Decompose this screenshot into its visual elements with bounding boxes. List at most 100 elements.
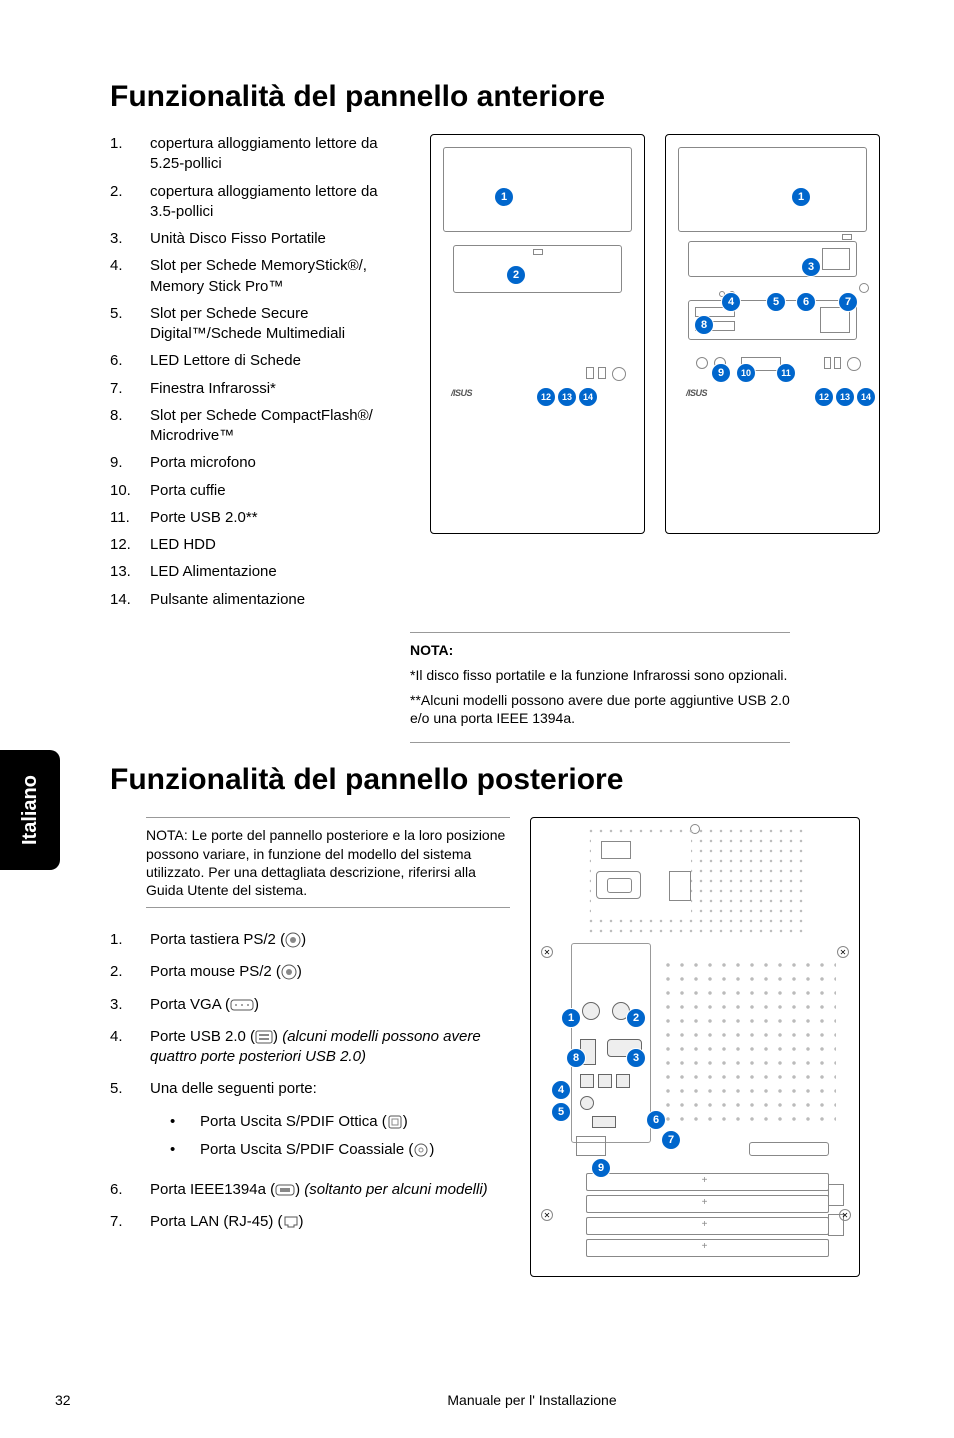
rear-content: NOTA: Le porte del pannello posteriore e… (110, 817, 880, 1287)
callout-marker: 7 (661, 1130, 681, 1150)
tower-front-simple: /ISUS 12121314 (430, 134, 645, 534)
tower-front-detailed: /ISUS 134567891011121314 (665, 134, 880, 534)
item-num: 3. (110, 229, 150, 249)
item-num: 12. (110, 535, 150, 555)
front-feature-list: 1.copertura alloggiamento lettore da 5.2… (110, 134, 390, 617)
list-item: 4. Porte USB 2.0 () (alcuni modelli poss… (110, 1027, 510, 1068)
list-item: 2. Porta mouse PS/2 () (110, 962, 510, 982)
slot (586, 1217, 829, 1235)
note-label: NOTA: (410, 642, 453, 658)
item-text: Porte USB 2.0 () (alcuni modelli possono… (150, 1027, 510, 1068)
item-num: 1. (110, 134, 150, 175)
callout-marker: 10 (736, 363, 756, 383)
list-item: 14.Pulsante alimentazione (110, 590, 390, 610)
psu-area (591, 836, 691, 916)
bay-525 (678, 147, 867, 232)
screw: ✕ (541, 1209, 553, 1221)
callout-marker: 9 (711, 363, 731, 383)
language-tab: Italiano (0, 750, 60, 870)
item-text: LED Alimentazione (150, 562, 390, 582)
hdd-detail (822, 248, 850, 270)
screw: ✕ (541, 946, 553, 958)
callout-marker: 8 (694, 315, 714, 335)
page-number: 32 (0, 1392, 110, 1408)
note-label: NOTA: (146, 827, 188, 843)
callout-marker: 3 (801, 257, 821, 277)
item-num: 4. (110, 256, 150, 297)
jack (696, 357, 708, 369)
front-section: 1.copertura alloggiamento lettore da 5.2… (110, 134, 880, 617)
language-label: Italiano (19, 775, 42, 845)
item-num: 4. (110, 1027, 150, 1068)
slot (586, 1195, 829, 1213)
spdif-coax-icon (413, 1142, 429, 1158)
dot (859, 283, 869, 293)
power-plug (596, 871, 641, 899)
item-text: Pulsante alimentazione (150, 590, 390, 610)
item-num: 9. (110, 453, 150, 473)
callout-marker: 14 (856, 387, 876, 407)
list-item: 10.Porta cuffie (110, 481, 390, 501)
callout-marker: 6 (796, 292, 816, 312)
item-text: Porta microfono (150, 453, 390, 473)
list-item: 1.copertura alloggiamento lettore da 5.2… (110, 134, 390, 175)
item-num: 10. (110, 481, 150, 501)
front-figures: /ISUS 12121314 (410, 134, 880, 617)
item-num: 7. (110, 379, 150, 399)
callout-marker: 2 (506, 265, 526, 285)
item-num: 11. (110, 508, 150, 528)
item-text: Porta tastiera PS/2 () (150, 930, 510, 950)
led (586, 367, 594, 379)
case-rear-diagram: ✕ ✕ (530, 817, 860, 1277)
ps2-keyboard-icon (285, 932, 301, 948)
port (580, 1074, 594, 1088)
slot (586, 1239, 829, 1257)
item-text: Slot per Schede MemoryStick®/, Memory St… (150, 256, 390, 297)
item-num: 1. (110, 930, 150, 950)
callout-marker: 12 (814, 387, 834, 407)
callout-marker: 1 (791, 187, 811, 207)
item-num: 7. (110, 1212, 150, 1232)
heading-rear-panel: Funzionalità del pannello posteriore (110, 763, 880, 797)
bay-35 (453, 245, 622, 293)
sub-text: Porta Uscita S/PDIF Ottica () (200, 1112, 408, 1132)
item-text: Finestra Infrarossi* (150, 379, 390, 399)
expansion-slots (586, 1173, 829, 1261)
port (616, 1074, 630, 1088)
brand-logo: /ISUS (451, 388, 472, 398)
rear-left-column: NOTA: Le porte del pannello posteriore e… (110, 817, 510, 1287)
callout-marker: 4 (721, 292, 741, 312)
list-item: 7.Finestra Infrarossi* (110, 379, 390, 399)
item-num: 6. (110, 351, 150, 371)
hdd-tab (842, 234, 852, 240)
list-item: 6. Porta IEEE1394a () (soltanto per alcu… (110, 1180, 510, 1200)
front-note-block: NOTA: *Il disco fisso portatile e la fun… (410, 632, 790, 744)
list-item: 3.Unità Disco Fisso Portatile (110, 229, 390, 249)
vga-icon (230, 999, 254, 1011)
list-item: 11.Porte USB 2.0** (110, 508, 390, 528)
power-btn (612, 367, 626, 381)
item-text: Porte USB 2.0** (150, 508, 390, 528)
item-text: copertura alloggiamento lettore da 3.5-p… (150, 182, 390, 223)
item-num: 2. (110, 962, 150, 982)
list-item: 1. Porta tastiera PS/2 () (110, 930, 510, 950)
ps2-port (582, 1002, 600, 1020)
vent-side (661, 958, 836, 1128)
item-num: 8. (110, 406, 150, 447)
firewire-icon (275, 1184, 295, 1196)
item-text: Slot per Schede Secure Digital™/Schede M… (150, 304, 390, 345)
brand-logo: /ISUS (686, 388, 707, 398)
item-num: 5. (110, 304, 150, 345)
lock-tab (828, 1184, 844, 1206)
list-item: 12.LED HDD (110, 535, 390, 555)
heading-front-panel: Funzionalità del pannello anteriore (110, 80, 880, 114)
power-socket (601, 841, 631, 859)
item-text: Una delle seguenti porte: (150, 1079, 510, 1099)
item-text: Porta IEEE1394a () (soltanto per alcuni … (150, 1180, 510, 1200)
item-text: Unità Disco Fisso Portatile (150, 229, 390, 249)
item-text: LED Lettore di Schede (150, 351, 390, 371)
list-item: 7. Porta LAN (RJ-45) () (110, 1212, 510, 1232)
port (598, 1074, 612, 1088)
led (598, 367, 606, 379)
ps2-mouse-icon (281, 964, 297, 980)
